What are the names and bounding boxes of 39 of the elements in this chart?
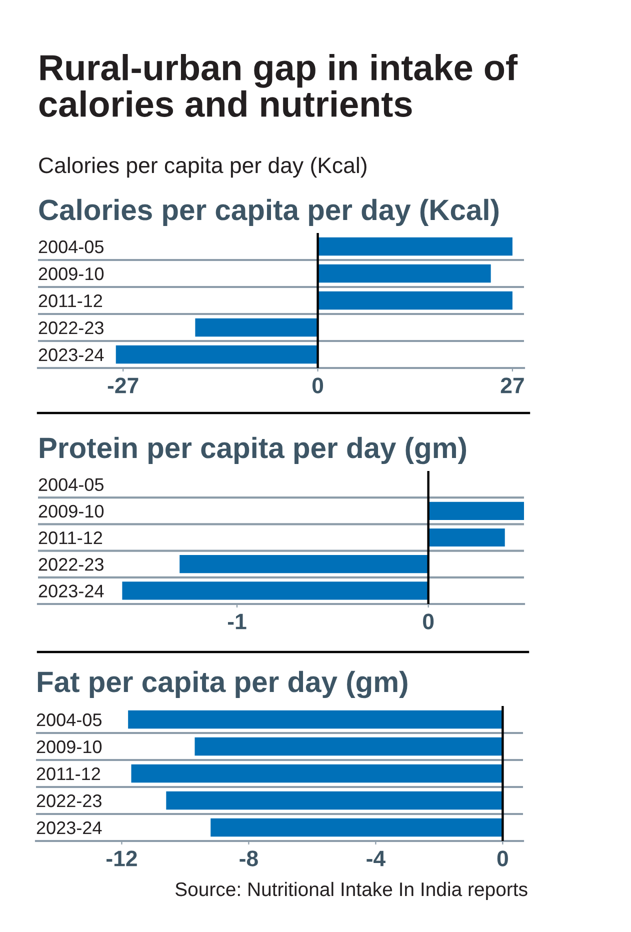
- y-tick-label: 2022-23: [36, 794, 102, 808]
- bar: [195, 318, 318, 337]
- x-tick-label: -1: [228, 614, 246, 630]
- y-tick-label: 2004-05: [38, 478, 104, 492]
- bar: [428, 502, 524, 520]
- y-tick-label: 2022-23: [38, 558, 104, 571]
- x-tick-label: -27: [108, 378, 138, 394]
- bar: [116, 345, 318, 364]
- y-tick-label: 2023-24: [38, 584, 104, 598]
- bar: [428, 528, 505, 547]
- source-note: Source: Nutritional Intake In India reports: [175, 882, 528, 900]
- bar: [318, 237, 512, 256]
- bar: [318, 291, 512, 310]
- y-tick-label: 2004-05: [36, 713, 102, 726]
- y-tick-label: 2023-24: [38, 348, 104, 362]
- bar: [122, 582, 428, 600]
- text: Rural-urban gap in intake of calories and nutrients: [39, 54, 518, 117]
- x-tick-label: -12: [106, 850, 137, 866]
- chart-title: Calories per capita per day (Kcal): [39, 198, 499, 226]
- text: Calories per capita per day (Kcal): [39, 156, 366, 178]
- y-tick-label: 2023-24: [36, 821, 102, 834]
- x-tick-label: -4: [366, 850, 386, 866]
- x-tick-label: 0: [423, 614, 434, 630]
- x-tick-label: 27: [500, 378, 524, 394]
- y-tick-label: 2009-10: [36, 740, 102, 754]
- y-tick-label: 2011-12: [36, 767, 100, 780]
- y-tick-label: 2011-12: [38, 294, 102, 308]
- x-tick-label: 0: [312, 378, 324, 394]
- chart-title: Protein per capita per day (gm): [40, 436, 466, 464]
- chart-title: Fat per capita per day (gm): [38, 670, 408, 698]
- bar: [318, 264, 491, 283]
- x-tick-label: 0: [497, 850, 508, 866]
- y-tick-label: 2011-12: [38, 531, 102, 544]
- bar: [180, 555, 428, 574]
- y-tick-label: 2004-05: [38, 240, 104, 254]
- y-tick-label: 2009-10: [38, 504, 104, 518]
- y-tick-label: 2009-10: [38, 267, 104, 280]
- x-tick-label: -8: [240, 850, 258, 866]
- y-tick-label: 2022-23: [38, 321, 104, 334]
